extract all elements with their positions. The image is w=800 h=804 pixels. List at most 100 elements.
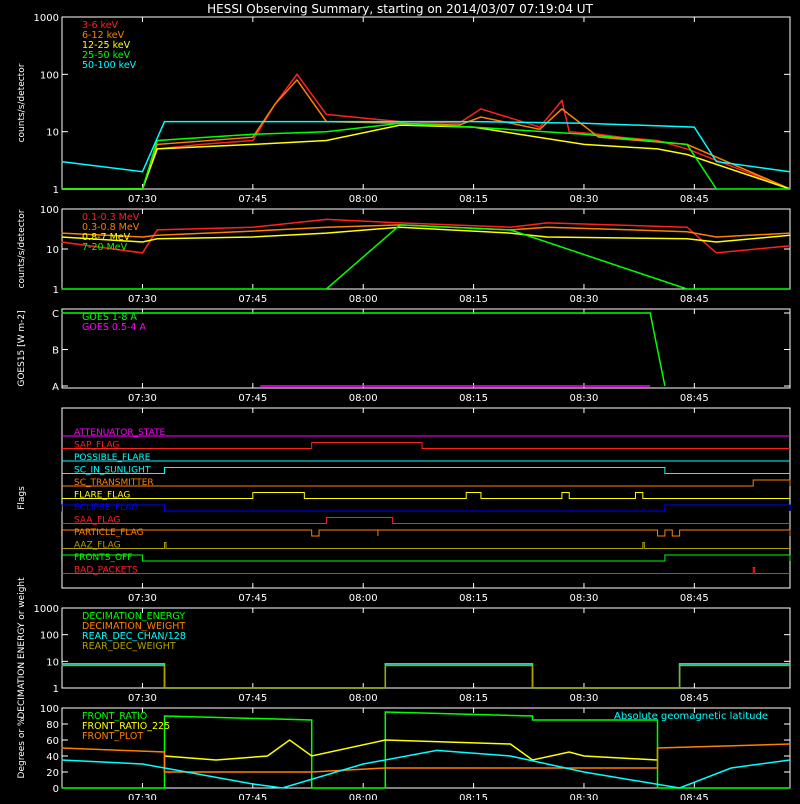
panel-frame — [61, 607, 791, 689]
y-tick-label: 100 — [40, 704, 59, 715]
legend-label: FRONT_RATIO_225 — [82, 721, 170, 732]
panel-decimation: 07:30 07:45 08:00 08:15 08:30 08:451101001000… — [17, 577, 791, 719]
series-line — [61, 226, 791, 243]
legend-label: 0.3-0.8 MeV — [82, 222, 140, 233]
flag-line — [61, 504, 791, 512]
flag-line — [61, 554, 791, 562]
legend-label: 6-12 keV — [82, 30, 125, 41]
y-tick-label: 60 — [46, 736, 59, 747]
x-tick-label: 08:15 — [459, 393, 488, 404]
x-tick-label: 08:15 — [459, 793, 488, 800]
y-tick-label: 1 — [53, 285, 59, 296]
x-tick-label: 08:00 — [349, 693, 378, 704]
y-axis-label: GOES15 [W m-2] — [17, 310, 27, 386]
x-tick-label: 07:45 — [238, 194, 267, 205]
x-tick-label: 08:45 — [680, 393, 709, 404]
chart-title: HESSI Observing Summary, starting on 201… — [207, 2, 593, 16]
legend-label: 3-6 keV — [82, 20, 119, 31]
x-tick-label: 08:45 — [680, 294, 709, 305]
y-axis-label: Degrees or % — [17, 717, 27, 778]
series-line — [61, 312, 666, 387]
series-line — [61, 664, 790, 689]
x-tick-label: 07:45 — [238, 593, 267, 604]
flag-label: PARTICLE_FLAG — [74, 528, 144, 538]
legend-label: GOES 0.5-4 A — [82, 322, 146, 333]
x-tick-label: 08:45 — [680, 194, 709, 205]
legend-label: REAR_DEC_WEIGHT — [82, 641, 176, 652]
panel-flags: 07:30 07:45 08:00 08:15 08:30 08:45 Flags ATTEN… — [17, 407, 791, 604]
flag-label: SC_TRANSMITTER — [74, 478, 154, 488]
panel-frame — [61, 16, 791, 190]
y-axis-label: DECIMATION ENERGY or weight — [17, 577, 27, 719]
flag-line — [62, 567, 790, 574]
panel-frame — [61, 308, 791, 389]
x-tick-label: 08:30 — [570, 294, 599, 305]
flag-line — [62, 467, 790, 474]
x-tick-label: 07:30 — [128, 194, 157, 205]
x-tick-label: 08:15 — [459, 194, 488, 205]
x-tick-label: 08:30 — [570, 593, 599, 604]
y-tick-label: 40 — [46, 752, 59, 763]
y-tick-label: 1000 — [34, 604, 59, 615]
y-tick-label: A — [52, 382, 59, 393]
panel-lattitude: 07:30 07:45 08:00 08:15 08:30 08:45 0 20 40 60 80 1… — [17, 704, 791, 804]
legend-label: DECIMATION_WEIGHT — [82, 621, 185, 632]
flag-label: SAP_FLAG — [74, 441, 119, 451]
series-line — [61, 218, 791, 254]
legend-label: REAR_DEC_CHAN/128 — [82, 631, 186, 642]
panel-counts-low: 07:30 07:45 08:00 08:15 08:30 08:45 1 10 100 1000… — [17, 13, 791, 205]
y-tick-label: 100 — [40, 631, 59, 642]
flag-label: FRONTS_OFF — [74, 553, 132, 563]
x-tick-label: 08:00 — [349, 194, 378, 205]
annotation: Absolute geomagnetic latitude — [614, 711, 768, 722]
series-line — [61, 749, 791, 789]
y-tick-label: 10 — [46, 128, 59, 139]
x-tick-label: 08:00 — [349, 593, 378, 604]
x-tick-label: 08:15 — [459, 593, 488, 604]
y-tick-label: 80 — [46, 720, 59, 731]
y-tick-label: 100 — [40, 70, 59, 81]
y-axis-label: counts/s/detector — [17, 209, 27, 288]
x-tick-label: 07:45 — [238, 393, 267, 404]
x-tick-label: 08:30 — [570, 393, 599, 404]
legend-label: 0.8-7 MeV — [82, 232, 131, 243]
flag-line — [62, 492, 790, 499]
x-tick-label: 08:30 — [570, 793, 599, 800]
x-tick-label: 08:45 — [680, 593, 709, 604]
series-line — [61, 224, 790, 290]
y-tick-label: 1 — [53, 684, 59, 695]
x-tick-label: 07:30 — [128, 393, 157, 404]
y-tick-label: C — [52, 309, 59, 320]
x-tick-label: 07:45 — [238, 793, 267, 800]
series-line — [61, 711, 790, 789]
flag-label: FLARE_FLAG — [74, 491, 130, 501]
x-tick-label: 08:00 — [349, 294, 378, 305]
x-tick-label: 07:30 — [128, 593, 157, 604]
legend-label: 7-20 MeV — [82, 242, 128, 253]
flag-label: ATTENUATOR_STATE — [74, 428, 166, 438]
legend-label: 0.1-0.3 MeV — [82, 212, 140, 223]
x-tick-label: 08:45 — [680, 793, 709, 800]
x-tick-label: 08:15 — [459, 693, 488, 704]
flag-label: SAA_FLAG — [74, 516, 120, 526]
x-tick-label: 08:00 — [349, 793, 378, 800]
legend-label: FRONT_PLOT — [82, 731, 143, 742]
legend-label: 50-100 keV — [82, 60, 137, 71]
x-tick-label: 07:30 — [128, 693, 157, 704]
y-tick-label: 1 — [53, 185, 59, 196]
panel-counts-high: 07:30 07:45 08:00 08:15 08:30 08:45 1 10 100 coun… — [17, 205, 791, 305]
x-tick-label: 08:00 — [349, 393, 378, 404]
y-tick-label: 0 — [53, 784, 59, 795]
y-tick-label: 100 — [40, 205, 59, 216]
x-tick-label: 07:30 — [128, 294, 157, 305]
series-line — [61, 122, 790, 190]
flag-line — [62, 542, 790, 549]
flag-label: ECLIPSE_FLAG — [74, 503, 138, 513]
legend-label: FRONT_RATIO — [82, 711, 147, 722]
x-tick-label: 08:30 — [570, 194, 599, 205]
series-line — [61, 743, 791, 773]
legend-label: 12-25 keV — [82, 40, 131, 51]
x-tick-label: 07:30 — [128, 793, 157, 800]
flag-label: POSSIBLE_FLARE — [74, 453, 151, 463]
